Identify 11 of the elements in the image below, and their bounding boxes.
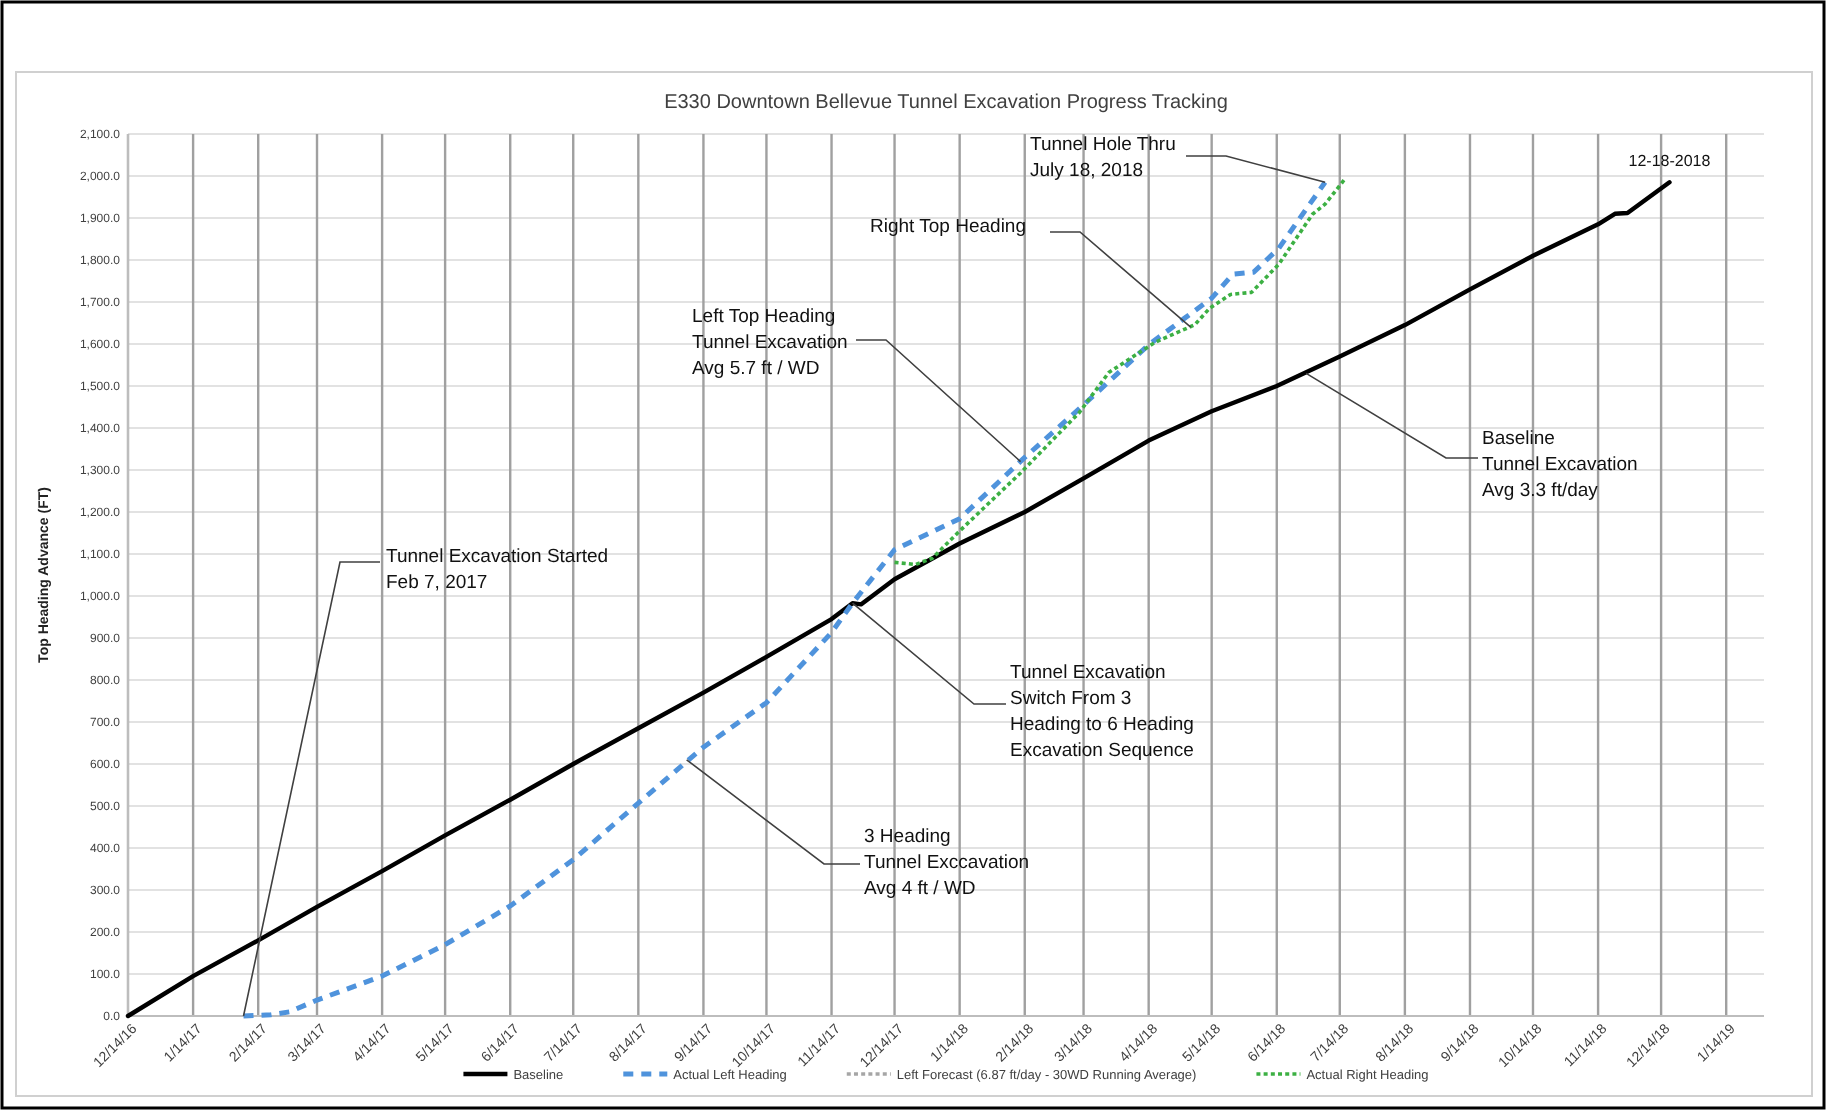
annotation: 12-18-2018 [1628,152,1712,171]
annotation: Tunnel Excavation Started Feb 7, 2017 [386,546,609,594]
annotation: Left Top Heading Tunnel Excavation Avg 5.7 ft / WD [692,306,848,380]
annotation: Tunnel Excavation Switch From 3 Heading to 6 Heading Excavation Sequence [1010,662,1194,762]
annotation: Right Top Heading [870,216,1026,238]
chart-title: E330 Downtown Bellevue Tunnel Excavation Progress Tracking [664,92,1228,114]
line-series [125,180,1672,1019]
annotation: Tunnel Hole Thru July 18, 2018 [1030,134,1176,182]
annotation: 3 Heading Tunnel Exccavation Avg 4 ft / WD [864,826,1030,900]
line-series [241,179,1328,1019]
annotation: Baseline Tunnel Excavation Avg 3.3 ft/day [1482,428,1638,502]
